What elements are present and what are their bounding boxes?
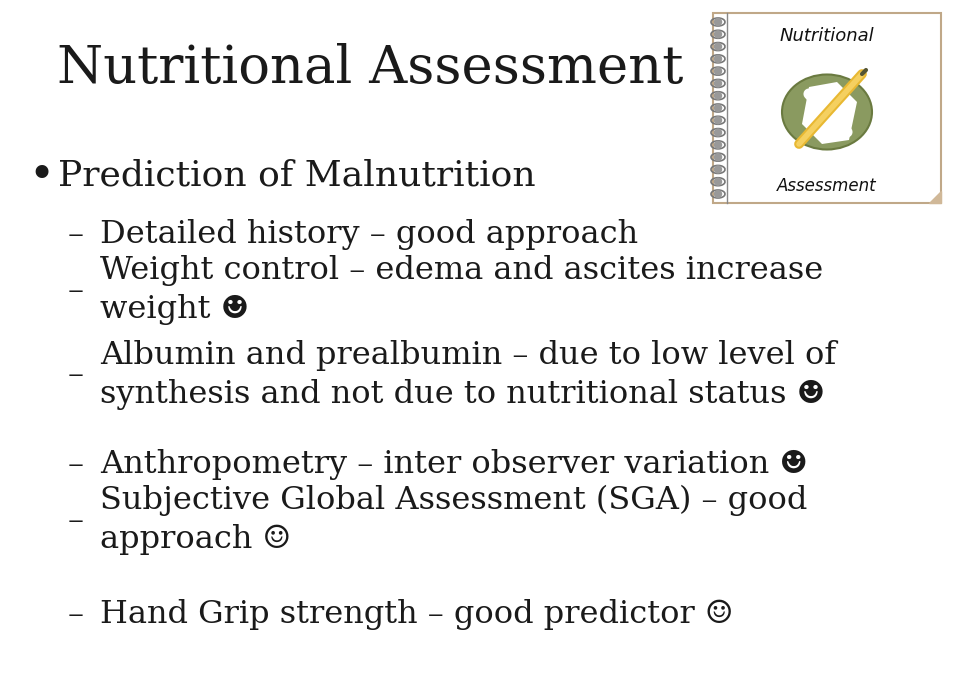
Circle shape <box>714 104 721 112</box>
Text: Nutritional Assessment: Nutritional Assessment <box>57 43 683 93</box>
FancyArrowPatch shape <box>809 94 847 132</box>
FancyBboxPatch shape <box>713 13 941 203</box>
Text: –: – <box>68 504 84 536</box>
Text: Albumin and prealbumin – due to low level of
synthesis and not due to nutritiona: Albumin and prealbumin – due to low leve… <box>100 340 836 410</box>
Text: –: – <box>68 220 84 250</box>
Text: Weight control – edema and ascites increase
weight ☻: Weight control – edema and ascites incre… <box>100 255 823 325</box>
Text: Assessment: Assessment <box>777 177 877 195</box>
Circle shape <box>714 166 721 173</box>
Circle shape <box>714 19 721 25</box>
Polygon shape <box>929 191 941 203</box>
Circle shape <box>714 43 721 50</box>
Text: •: • <box>28 154 54 197</box>
Text: –: – <box>68 359 84 390</box>
Circle shape <box>714 178 721 185</box>
Circle shape <box>714 80 721 87</box>
Text: Nutritional: Nutritional <box>780 27 875 45</box>
Circle shape <box>714 191 721 198</box>
Text: Hand Grip strength – good predictor ☺: Hand Grip strength – good predictor ☺ <box>100 600 734 630</box>
Text: –: – <box>68 274 84 305</box>
Text: Subjective Global Assessment (SGA) – good
approach ☺: Subjective Global Assessment (SGA) – goo… <box>100 485 807 555</box>
Circle shape <box>714 154 721 161</box>
Circle shape <box>714 117 721 123</box>
Text: Detailed history – good approach: Detailed history – good approach <box>100 220 638 250</box>
Text: –: – <box>68 600 84 630</box>
Text: –: – <box>68 449 84 480</box>
Text: Prediction of Malnutrition: Prediction of Malnutrition <box>58 158 536 192</box>
Circle shape <box>714 56 721 62</box>
Text: Anthropometry – inter observer variation ☻: Anthropometry – inter observer variation… <box>100 449 808 480</box>
Circle shape <box>714 92 721 99</box>
Circle shape <box>714 141 721 148</box>
Polygon shape <box>802 82 857 144</box>
Circle shape <box>714 31 721 38</box>
Ellipse shape <box>782 75 872 150</box>
Circle shape <box>714 68 721 75</box>
Circle shape <box>714 129 721 136</box>
